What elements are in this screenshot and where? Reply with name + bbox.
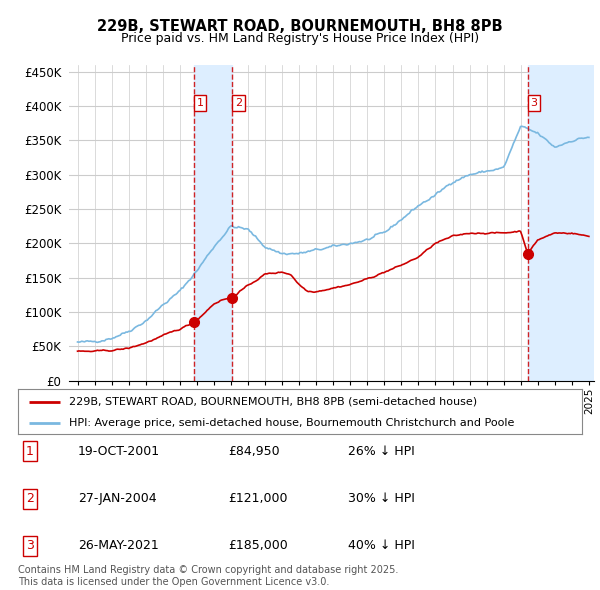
Text: Contains HM Land Registry data © Crown copyright and database right 2025.
This d: Contains HM Land Registry data © Crown c… (18, 565, 398, 587)
Text: £84,950: £84,950 (228, 445, 280, 458)
Text: HPI: Average price, semi-detached house, Bournemouth Christchurch and Poole: HPI: Average price, semi-detached house,… (69, 418, 514, 428)
Text: £185,000: £185,000 (228, 539, 288, 552)
Text: 40% ↓ HPI: 40% ↓ HPI (348, 539, 415, 552)
Text: 19-OCT-2001: 19-OCT-2001 (78, 445, 160, 458)
Text: 229B, STEWART ROAD, BOURNEMOUTH, BH8 8PB: 229B, STEWART ROAD, BOURNEMOUTH, BH8 8PB (97, 19, 503, 34)
Text: Price paid vs. HM Land Registry's House Price Index (HPI): Price paid vs. HM Land Registry's House … (121, 32, 479, 45)
Text: £121,000: £121,000 (228, 492, 287, 505)
Text: 1: 1 (26, 445, 34, 458)
Text: 30% ↓ HPI: 30% ↓ HPI (348, 492, 415, 505)
Text: 3: 3 (26, 539, 34, 552)
Text: 26-MAY-2021: 26-MAY-2021 (78, 539, 159, 552)
Text: 1: 1 (196, 98, 203, 108)
Text: 3: 3 (530, 98, 538, 108)
Text: 26% ↓ HPI: 26% ↓ HPI (348, 445, 415, 458)
Text: 2: 2 (235, 98, 242, 108)
Text: 229B, STEWART ROAD, BOURNEMOUTH, BH8 8PB (semi-detached house): 229B, STEWART ROAD, BOURNEMOUTH, BH8 8PB… (69, 397, 477, 407)
Bar (194, 65, 232, 381)
Text: 2: 2 (26, 492, 34, 505)
Text: 27-JAN-2004: 27-JAN-2004 (78, 492, 157, 505)
Bar (528, 65, 598, 381)
